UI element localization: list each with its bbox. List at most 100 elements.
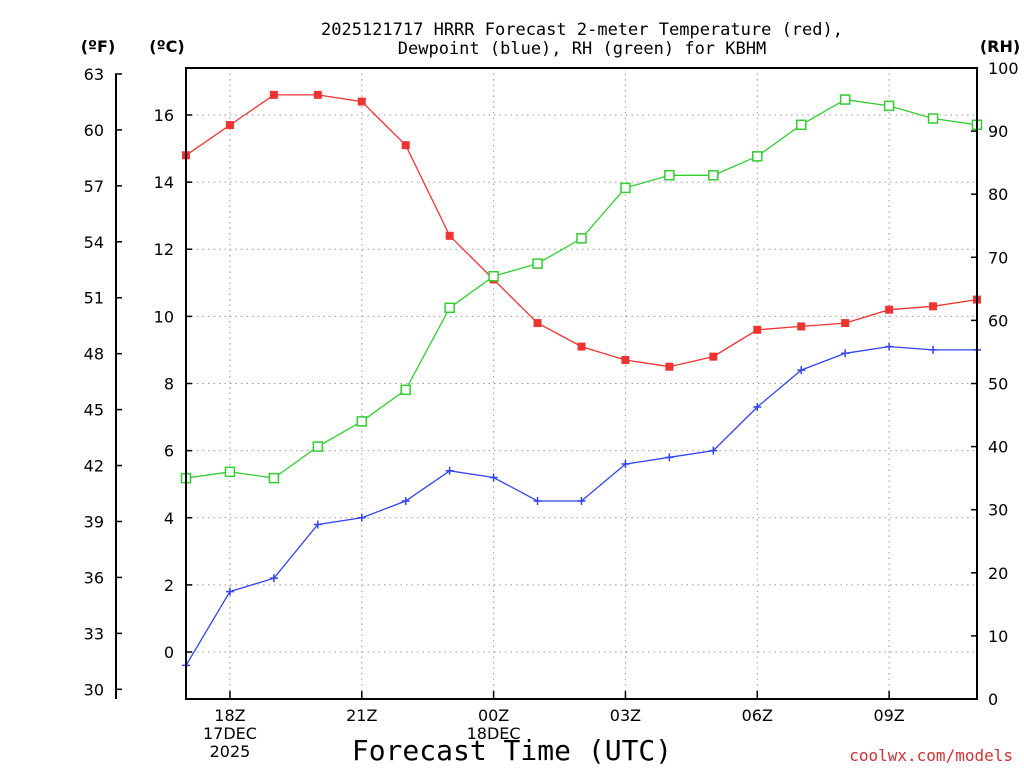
- rh-point: [312, 441, 324, 452]
- fahrenheit-tick-label: 57: [84, 177, 104, 196]
- fahrenheit-tick-label: 33: [84, 624, 104, 643]
- dewpoint-point: [621, 460, 630, 469]
- rh-series-line: [185, 98, 978, 479]
- celsius-tick-label: 8: [164, 375, 174, 394]
- fahrenheit-tick-label: 42: [84, 457, 104, 476]
- rh-point: [752, 151, 763, 162]
- dewpoint-point: [665, 453, 674, 462]
- dewpoint-point: [797, 366, 806, 375]
- rh-unit-label: (RH): [980, 37, 1020, 56]
- celsius-unit-label: (ºC): [149, 37, 184, 56]
- rh-tick-label: 10: [988, 627, 1008, 646]
- rh-point: [576, 233, 587, 244]
- fahrenheit-tick-label: 51: [84, 289, 104, 308]
- fahrenheit-tick-label: 36: [84, 568, 104, 587]
- dewpoint-point: [533, 496, 542, 505]
- rh-point: [708, 170, 719, 181]
- fahrenheit-tick-label: 60: [84, 121, 104, 140]
- 2-meter-temperature-series-line: [185, 94, 978, 368]
- 2-meter-temperature-point: [665, 362, 674, 371]
- rh-tick-label: 20: [988, 564, 1008, 583]
- celsius-tick-label: 0: [164, 643, 174, 662]
- rh-point: [224, 466, 236, 478]
- time-tick-label: 18DEC: [467, 724, 521, 743]
- dewpoint-point: [445, 466, 454, 475]
- 2-meter-temperature-point: [797, 322, 806, 331]
- 2-meter-temperature-point: [533, 319, 542, 328]
- rh-point: [444, 302, 455, 314]
- rh-tick-label: 0: [988, 690, 998, 709]
- celsius-tick-label: 2: [164, 576, 174, 595]
- label-layer: 2025121717 HRRR Forecast 2-meter Tempera…: [81, 20, 1020, 767]
- dewpoint-point: [489, 473, 498, 482]
- 2-meter-temperature-point: [401, 141, 410, 150]
- series-layer: [180, 90, 983, 670]
- rh-tick-label: 70: [988, 248, 1008, 267]
- dewpoint-point: [225, 587, 234, 596]
- fahrenheit-tick-label: 45: [84, 401, 104, 420]
- rh-point: [268, 472, 280, 484]
- time-tick-label: 09Z: [873, 706, 904, 725]
- rh-tick-label: 40: [988, 438, 1008, 457]
- fahrenheit-tick-label: 39: [84, 512, 104, 531]
- celsius-tick-label: 12: [154, 240, 174, 259]
- axes-layer: 30 33 36 39 42 45 48 51 54 57 60 63 0 2 4 6 8 10 12 14 16 0 10…: [84, 59, 1019, 761]
- chart-title-line-1: 2025121717 HRRR Forecast 2-meter Tempera…: [321, 20, 843, 40]
- rh-tick-label: 100: [988, 59, 1019, 78]
- dewpoint-point: [269, 574, 278, 583]
- 2-meter-temperature-point: [357, 97, 366, 106]
- rh-point: [400, 384, 411, 396]
- dewpoint-point: [709, 446, 718, 455]
- credit-link[interactable]: coolwx.com/models: [849, 746, 1013, 765]
- time-tick-label: 17DEC: [203, 724, 257, 743]
- dewpoint-point: [885, 342, 894, 351]
- time-tick-label: 06Z: [742, 706, 773, 725]
- celsius-tick-label: 4: [164, 509, 174, 528]
- 2-meter-temperature-point: [313, 90, 322, 99]
- dewpoint-point: [929, 345, 938, 354]
- rh-tick-label: 90: [988, 122, 1008, 141]
- fahrenheit-tick-label: 30: [84, 680, 104, 699]
- rh-tick-label: 50: [988, 375, 1008, 394]
- grid-layer: [186, 68, 977, 699]
- 2-meter-temperature-point: [709, 352, 718, 361]
- celsius-tick-label: 16: [154, 106, 174, 125]
- rh-point: [356, 416, 368, 427]
- 2-meter-temperature-point: [753, 325, 762, 334]
- 2-meter-temperature-point: [929, 302, 938, 311]
- dewpoint-point: [357, 513, 366, 522]
- celsius-tick-label: 14: [154, 173, 174, 192]
- 2-meter-temperature-point: [621, 356, 630, 365]
- celsius-tick-label: 10: [154, 307, 174, 326]
- rh-tick-label: 80: [988, 185, 1008, 204]
- fahrenheit-tick-label: 48: [84, 345, 104, 364]
- 2-meter-temperature-point: [841, 319, 850, 328]
- celsius-tick-label: 6: [164, 442, 174, 461]
- time-tick-label: 2025: [210, 742, 251, 761]
- dewpoint-point: [841, 349, 850, 358]
- rh-point: [839, 94, 851, 105]
- dewpoint-series-line: [185, 345, 977, 666]
- rh-point: [620, 182, 631, 194]
- fahrenheit-tick-label: 63: [84, 65, 104, 84]
- rh-tick-label: 60: [988, 311, 1008, 330]
- dewpoint-point: [313, 520, 322, 529]
- rh-point: [664, 170, 675, 181]
- time-tick-label: 00Z: [478, 706, 509, 725]
- dewpoint-point: [401, 496, 410, 505]
- dewpoint-point: [753, 402, 762, 411]
- 2-meter-temperature-point: [445, 231, 454, 240]
- chart-title-line-2: Dewpoint (blue), RH (green) for KBHM: [398, 39, 766, 59]
- rh-tick-label: 30: [988, 501, 1008, 520]
- x-axis-title: Forecast Time (UTC): [352, 734, 672, 767]
- time-tick-label: 18Z: [214, 706, 245, 725]
- 2-meter-temperature-point: [225, 121, 234, 130]
- rh-point: [795, 119, 807, 131]
- rh-point: [883, 100, 895, 112]
- rh-point: [927, 113, 939, 124]
- rh-point: [488, 270, 499, 282]
- 2-meter-temperature-point: [577, 342, 586, 351]
- time-tick-label: 21Z: [346, 706, 377, 725]
- dewpoint-point: [577, 496, 586, 505]
